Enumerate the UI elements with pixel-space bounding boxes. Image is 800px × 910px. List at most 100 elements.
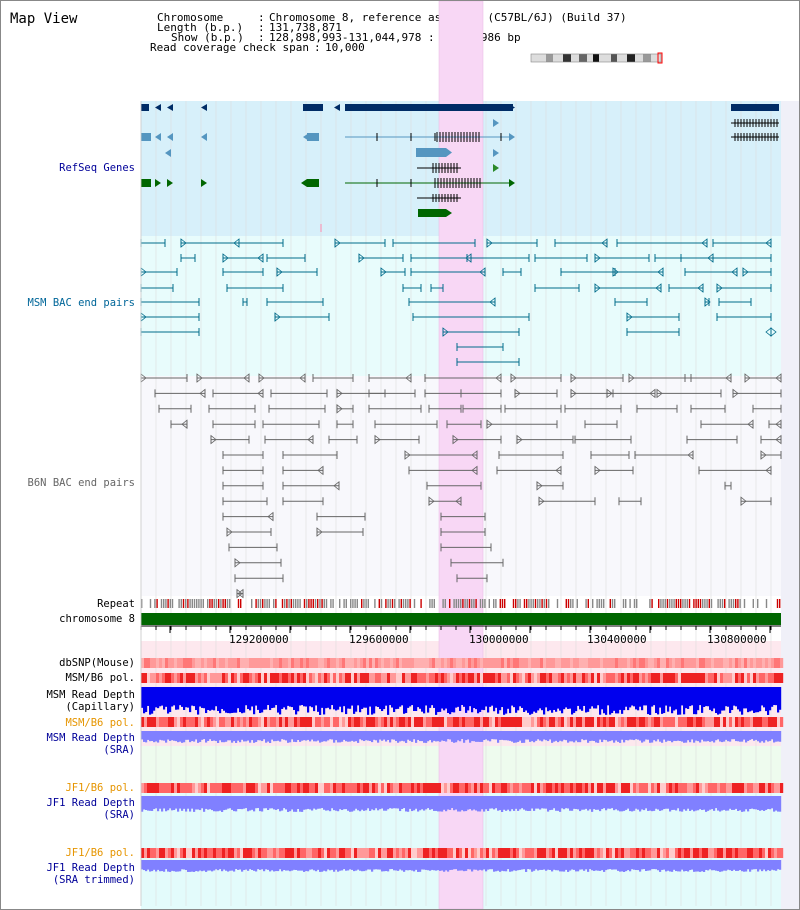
read-depth-bar — [547, 731, 550, 742]
read-depth-bar — [285, 687, 288, 710]
polymorphism-cell — [345, 658, 349, 668]
read-depth-bar — [647, 796, 650, 811]
bac-end-arrow — [697, 283, 704, 293]
polymorphism-cell — [144, 717, 148, 727]
read-depth-bar — [703, 731, 706, 742]
polymorphism-cell — [195, 783, 199, 793]
refseq-genes-label: RefSeq Genes — [59, 162, 135, 174]
polymorphism-cell — [231, 717, 235, 727]
polymorphism-cell — [339, 783, 343, 793]
polymorphism-cell — [210, 717, 214, 727]
polymorphism-cell — [228, 717, 232, 727]
read-depth-bar — [529, 731, 532, 742]
polymorphism-cell — [624, 783, 628, 793]
read-depth-bar — [195, 731, 198, 740]
read-depth-bar — [179, 860, 182, 872]
polymorphism-cell — [339, 848, 343, 858]
repeat-mark — [387, 599, 389, 608]
polymorphism-cell — [663, 717, 667, 727]
polymorphism-cell — [429, 717, 433, 727]
polymorphism-cell — [492, 658, 496, 668]
polymorphism-cell — [579, 848, 583, 858]
read-depth-bar — [195, 860, 198, 872]
read-depth-bar — [643, 860, 646, 870]
read-depth-bar — [709, 731, 712, 742]
read-depth-bar — [345, 731, 348, 742]
read-depth-bar — [647, 731, 650, 740]
polymorphism-cell — [570, 783, 574, 793]
bac-end-arrow — [594, 283, 601, 293]
repeat-mark — [719, 599, 721, 608]
polymorphism-cell — [462, 658, 466, 668]
read-depth-bar — [711, 796, 714, 810]
read-depth-bar — [409, 687, 412, 707]
polymorphism-cell — [471, 783, 475, 793]
read-depth-bar — [337, 731, 340, 743]
polymorphism-cell — [624, 673, 628, 683]
bac-end-arrow — [601, 238, 608, 248]
polymorphism-cell — [732, 848, 736, 858]
read-depth-bar — [483, 860, 486, 870]
bac-end-arrow — [489, 297, 496, 307]
read-depth-bar — [731, 796, 734, 810]
read-depth-bar — [613, 731, 616, 743]
read-depth-bar — [477, 796, 480, 812]
read-depth-bar — [305, 731, 308, 741]
polymorphism-cell — [726, 658, 730, 668]
polymorphism-cell — [750, 717, 754, 727]
read-depth-bar — [483, 687, 486, 711]
polymorphism-cell — [348, 848, 352, 858]
read-depth-bar — [453, 687, 456, 713]
read-depth-bar — [285, 860, 288, 871]
read-depth-bar — [197, 687, 200, 715]
read-depth-bar — [537, 860, 540, 871]
polymorphism-cell — [492, 673, 496, 683]
polymorphism-cell — [255, 673, 259, 683]
polymorphism-cell — [276, 848, 280, 858]
read-depth-bar — [253, 860, 256, 871]
read-depth-bar — [151, 796, 154, 811]
polymorphism-cell — [147, 848, 151, 858]
read-depth-bar — [337, 796, 340, 812]
polymorphism-cell — [144, 673, 148, 683]
axis-tick-label: 130400000 — [587, 633, 647, 646]
polymorphism-cell — [507, 658, 511, 668]
read-depth-bar — [229, 731, 232, 741]
polymorphism-cell — [696, 673, 700, 683]
read-depth-bar — [691, 731, 694, 740]
read-depth-bar — [359, 796, 362, 812]
read-depth-bar — [143, 731, 146, 742]
read-depth-bar — [659, 731, 662, 742]
polymorphism-cell — [780, 673, 784, 683]
read-depth-bar — [559, 731, 562, 741]
polymorphism-cell — [288, 783, 292, 793]
bac-end-arrow — [442, 327, 449, 337]
read-depth-bar — [355, 860, 358, 871]
read-depth-bar — [435, 731, 438, 742]
polymorphism-cell — [684, 783, 688, 793]
polymorphism-cell — [744, 848, 748, 858]
polymorphism-cell — [678, 848, 682, 858]
read-depth-bar — [349, 731, 352, 742]
polymorphism-cell — [279, 673, 283, 683]
polymorphism-cell — [732, 673, 736, 683]
polymorphism-cell — [723, 717, 727, 727]
polymorphism-cell — [342, 783, 346, 793]
polymorphism-cell — [231, 673, 235, 683]
read-depth-bar — [645, 796, 648, 809]
polymorphism-cell — [366, 717, 370, 727]
read-depth-bar — [231, 731, 234, 743]
gene-arrow — [201, 104, 207, 111]
repeat-mark — [268, 599, 270, 608]
polymorphism-cell — [528, 783, 532, 793]
read-depth-bar — [367, 731, 370, 741]
repeat-mark — [156, 599, 158, 608]
read-depth-bar — [191, 796, 194, 809]
read-depth-bar — [725, 687, 728, 707]
read-depth-bar — [317, 687, 320, 712]
ideogram-band — [627, 54, 635, 62]
bac-end-arrow — [452, 434, 459, 445]
polymorphism-cell — [627, 848, 631, 858]
read-depth-bar — [747, 796, 750, 812]
